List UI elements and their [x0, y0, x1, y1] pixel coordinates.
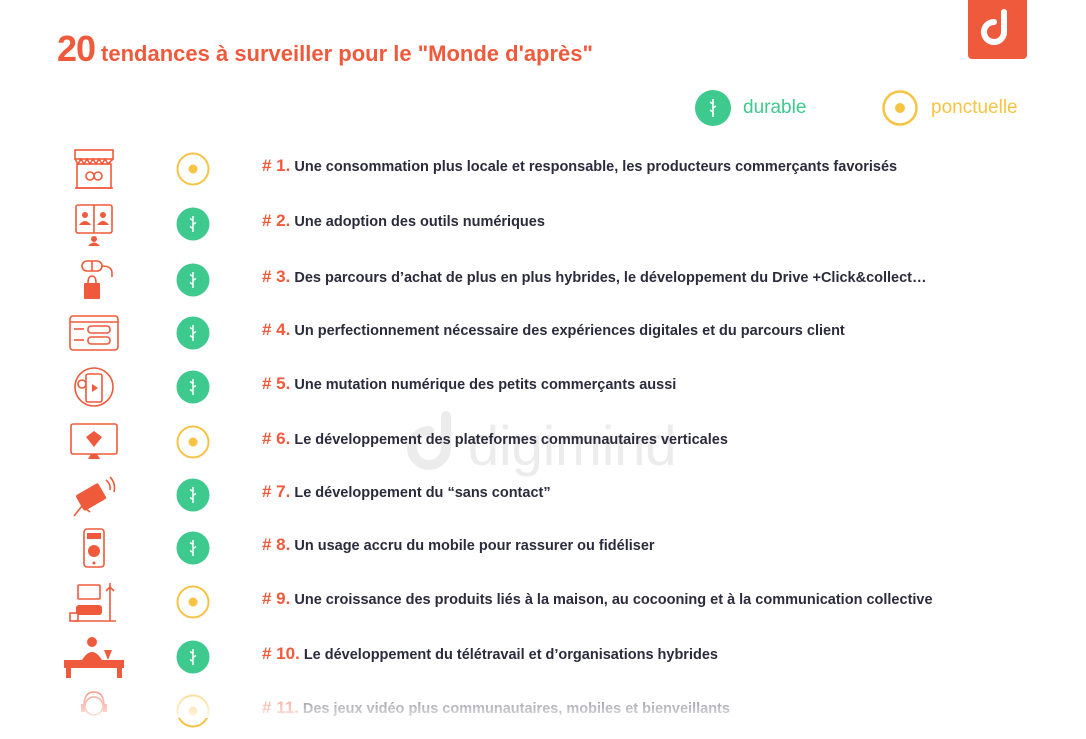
trend-text: # 8. Un usage accru du mobile pour rassur…: [262, 535, 655, 555]
trend-icon: [64, 579, 124, 625]
mouse-shopping-bag-icon: [81, 260, 113, 299]
watermark-text: digimind: [468, 413, 677, 477]
trend-number: # 7.: [262, 482, 291, 501]
trend-text: # 10. Le développement du télétravail et …: [262, 644, 718, 664]
trend-icon: [64, 257, 124, 303]
durable-icon: [176, 316, 210, 350]
trend-row: # 3. Des parcours d’achat de plus en plus…: [0, 253, 1086, 307]
trend-text: # 4. Un perfectionnement nécessaire des e…: [262, 320, 845, 340]
ponctuelle-icon: [176, 425, 210, 459]
trend-text: # 6. Le développement des plateformes com…: [262, 429, 728, 449]
title-text: tendances à surveiller pour le "Monde d'…: [101, 41, 593, 66]
trend-icon: [64, 146, 124, 192]
trend-row: # 7. Le développement du “sans contact”: [0, 468, 1086, 522]
trend-label: Des parcours d’achat de plus en plus hyb…: [294, 270, 927, 286]
brand-logo: [968, 0, 1027, 59]
trend-number: # 5.: [262, 374, 291, 393]
trend-icon: [64, 472, 124, 518]
trend-row: # 8. Un usage accru du mobile pour rassur…: [0, 521, 1086, 575]
trend-label: Une croissance des produits liés à la ma…: [294, 592, 933, 608]
trend-label: Le développement des plateformes communa…: [294, 432, 728, 448]
trend-label: Le développement du “sans contact”: [294, 485, 551, 501]
contactless-card-icon: [73, 476, 116, 517]
durable-icon: [176, 531, 210, 565]
trend-status: [176, 207, 210, 241]
trend-number: # 3.: [262, 267, 291, 286]
trend-status: [176, 531, 210, 565]
ponctuelle-icon: [176, 152, 210, 186]
legend-ponctuelle-label: ponctuelle: [931, 97, 1018, 118]
mobile-commerce-icon: [74, 367, 114, 407]
trend-row: # 1. Une consommation plus locale et resp…: [0, 142, 1086, 196]
legend-ponctuelle: ponctuelle: [881, 90, 1018, 126]
bottom-fade: [0, 680, 1086, 718]
durable-icon: [695, 90, 731, 126]
trend-icon: [64, 525, 124, 571]
trend-label: Un usage accru du mobile pour rassurer o…: [294, 538, 655, 554]
ponctuelle-icon: [176, 585, 210, 619]
trend-label: Le développement du télétravail et d’org…: [303, 647, 718, 663]
legend-durable: durable: [695, 90, 806, 126]
trend-number: # 6.: [262, 429, 291, 448]
trend-icon: [64, 310, 124, 356]
video-call-monitor-icon: [75, 204, 113, 246]
trend-status: [176, 640, 210, 674]
trend-label: Une consommation plus locale et responsa…: [294, 159, 898, 175]
trend-number: # 10.: [262, 644, 300, 663]
trend-text: # 9. Une croissance des produits liés à l…: [262, 589, 933, 609]
trend-row: # 6. Le développement des plateformes com…: [0, 415, 1086, 469]
title-number: 20: [57, 28, 96, 69]
trend-icon: [64, 364, 124, 410]
page-title: 20 tendances à surveiller pour le "Monde …: [57, 28, 593, 70]
market-stall-icon: [74, 149, 114, 189]
platform-monitor-icon: [70, 423, 118, 459]
trend-status: [176, 585, 210, 619]
trend-status: [176, 425, 210, 459]
durable-icon: [176, 263, 210, 297]
durable-icon: [176, 370, 210, 404]
trend-number: # 1.: [262, 156, 291, 175]
logo-d-icon: [981, 9, 1007, 45]
trend-row: # 10. Le développement du télétravail et …: [0, 630, 1086, 684]
trend-status: [176, 152, 210, 186]
trend-status: [176, 370, 210, 404]
trend-text: # 5. Une mutation numérique des petits co…: [262, 374, 676, 394]
durable-icon: [176, 207, 210, 241]
trend-row: # 2. Une adoption des outils numériques: [0, 197, 1086, 251]
trend-status: [176, 316, 210, 350]
watermark: digimind: [398, 410, 677, 480]
trend-text: # 3. Des parcours d’achat de plus en plus…: [262, 267, 927, 287]
mobile-store-icon: [83, 528, 105, 568]
ponctuelle-icon: [882, 90, 918, 126]
trend-icon: [64, 419, 124, 465]
trend-status: [176, 263, 210, 297]
web-layout-icon: [69, 315, 119, 351]
trend-label: Un perfectionnement nécessaire des expér…: [294, 323, 845, 339]
durable-icon: [176, 640, 210, 674]
trend-row: # 9. Une croissance des produits liés à l…: [0, 575, 1086, 629]
legend-durable-label: durable: [743, 97, 807, 118]
trend-label: Une adoption des outils numériques: [294, 214, 545, 230]
trend-status: [176, 478, 210, 512]
trend-icon: [64, 201, 124, 247]
trend-text: # 1. Une consommation plus locale et resp…: [262, 156, 897, 176]
home-living-icon: [69, 583, 116, 622]
trend-number: # 2.: [262, 211, 291, 230]
trend-label: Une mutation numérique des petits commer…: [294, 377, 677, 393]
trend-number: # 8.: [262, 535, 291, 554]
trend-text: # 7. Le développement du “sans contact”: [262, 482, 551, 502]
trend-number: # 4.: [262, 320, 291, 339]
trend-text: # 2. Une adoption des outils numériques: [262, 211, 545, 231]
durable-icon: [176, 478, 210, 512]
trend-row: # 5. Une mutation numérique des petits co…: [0, 360, 1086, 414]
trend-row: # 4. Un perfectionnement nécessaire des e…: [0, 306, 1086, 360]
trend-icon: [64, 634, 124, 680]
trend-number: # 9.: [262, 589, 291, 608]
remote-work-desk-icon: [64, 637, 124, 678]
watermark-logo-icon: [407, 411, 451, 470]
